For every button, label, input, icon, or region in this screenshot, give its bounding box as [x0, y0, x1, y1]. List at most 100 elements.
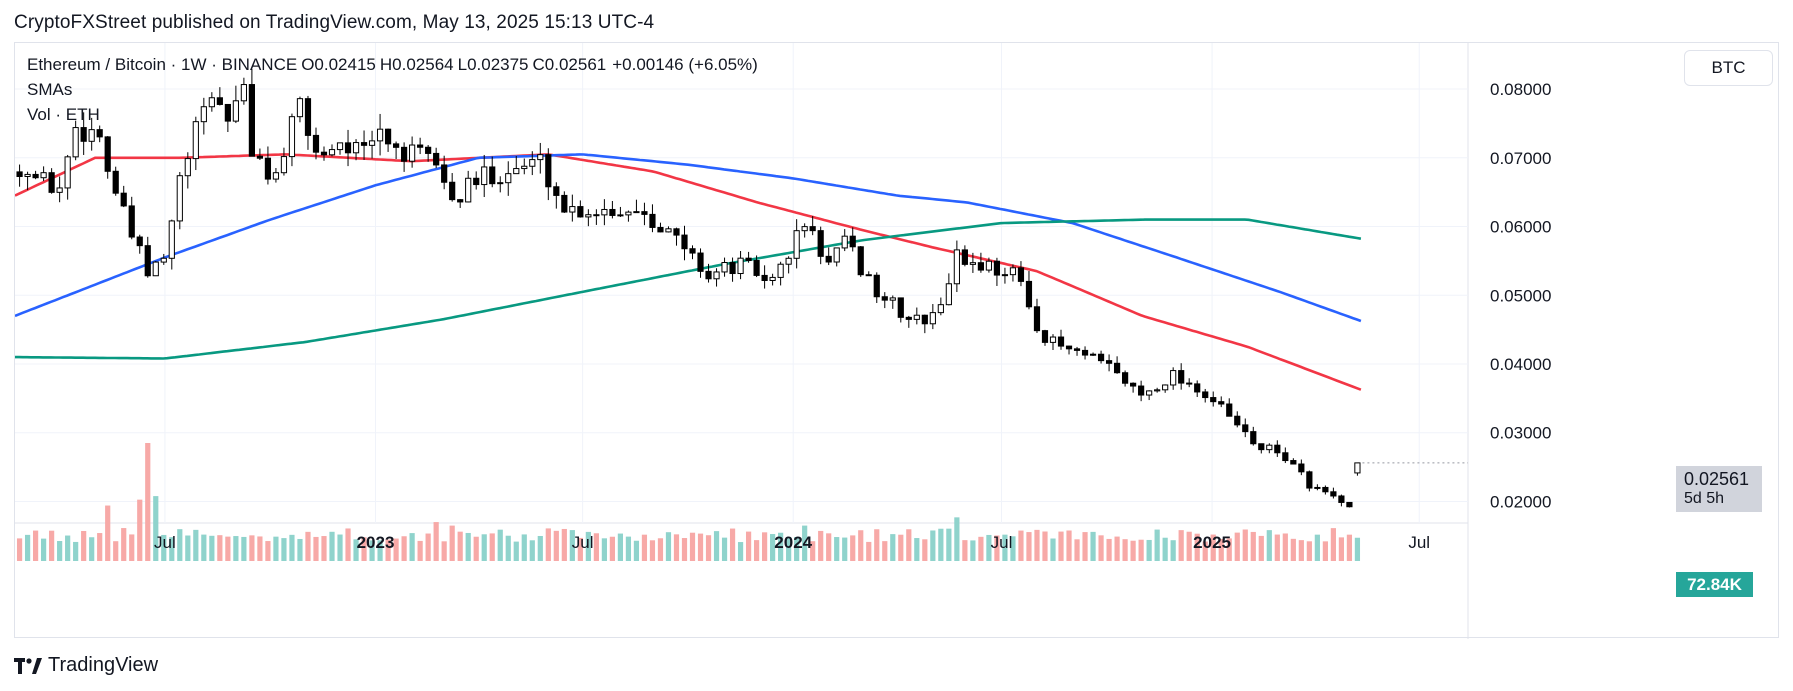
candle-body — [609, 208, 616, 216]
candle-body — [1202, 391, 1209, 399]
candle-body — [344, 142, 352, 154]
volume-bar — [377, 540, 383, 561]
volume-bar — [257, 536, 263, 561]
volume-bar — [986, 534, 992, 561]
legend-sma[interactable]: SMAs — [27, 80, 73, 99]
candle-body — [961, 249, 968, 265]
time-axis[interactable]: Jul 2023 Jul 2024 Jul 2025 Jul — [154, 533, 1430, 552]
volume-bar — [762, 532, 768, 561]
volume-bar — [770, 534, 776, 561]
candle-body — [953, 249, 960, 285]
volume-bar — [337, 534, 343, 561]
candle-body — [417, 144, 424, 148]
volume-bar — [713, 531, 720, 561]
candle-body — [769, 276, 776, 281]
volume-bar — [1082, 532, 1088, 561]
volume-bar — [561, 528, 567, 561]
chart-frame[interactable]: 0.08000 0.07000 0.06000 0.05000 0.04000 0.030… — [14, 42, 1780, 639]
candle-body — [449, 181, 456, 201]
candle-body — [64, 156, 71, 189]
volume-bar — [217, 535, 223, 561]
candle-body — [937, 304, 944, 314]
volume-bar — [1090, 531, 1096, 561]
volume-bar — [537, 535, 543, 561]
volume-bar — [898, 534, 904, 561]
volume-bar — [417, 540, 423, 561]
volume-bar — [1026, 532, 1032, 561]
candle-body — [409, 144, 416, 162]
candle-body — [1033, 306, 1041, 332]
volume-bar — [465, 532, 471, 561]
volume-bar — [521, 534, 527, 561]
volume-bar — [1186, 531, 1192, 561]
candle-body — [1250, 431, 1257, 445]
candle-body — [929, 312, 936, 325]
candle-body — [1194, 383, 1201, 393]
candle-body — [617, 214, 624, 217]
volume-bar — [553, 530, 559, 561]
candle-body — [96, 129, 103, 138]
volume-bar — [753, 540, 760, 561]
volume-bar — [81, 530, 87, 561]
time-tick-label: 2024 — [774, 533, 812, 552]
price-tick-label: 0.05000 — [1490, 286, 1551, 305]
volume-bar — [1010, 536, 1016, 561]
volume-bar — [625, 536, 632, 561]
candle-body — [593, 214, 600, 217]
volume-bar — [1210, 534, 1216, 561]
chart-plot[interactable]: 0.08000 0.07000 0.06000 0.05000 0.04000 0.030… — [15, 43, 1780, 639]
candle-body — [665, 228, 672, 233]
volume-bar — [922, 539, 928, 561]
volume-bar — [305, 531, 311, 561]
price-axis[interactable]: 0.08000 0.07000 0.06000 0.05000 0.04000 0.030… — [1490, 80, 1551, 511]
candle-body — [1041, 330, 1049, 343]
candle-body — [384, 128, 392, 145]
volume-bar — [874, 529, 880, 561]
candle-body — [913, 314, 920, 320]
volume-bar — [697, 533, 704, 561]
volume-bar — [858, 530, 864, 561]
volume-bar — [1034, 529, 1040, 561]
candle-body — [553, 186, 560, 196]
volume-bar — [345, 528, 351, 561]
candle-body — [240, 84, 247, 102]
legend-volume[interactable]: Vol · ETH — [27, 105, 100, 124]
volume-bar — [209, 535, 215, 561]
volume-bar — [1330, 528, 1336, 561]
volume-bar — [289, 534, 295, 561]
volume-bar — [1282, 533, 1288, 561]
tradingview-footer[interactable]: TradingView — [14, 654, 158, 677]
candle-body — [1097, 353, 1105, 362]
candle-body — [1170, 370, 1177, 386]
candle-body — [705, 270, 712, 280]
candle-body — [1001, 274, 1009, 277]
tradingview-brand: TradingView — [48, 654, 159, 676]
volume-bar — [810, 541, 816, 561]
volume-bar — [1066, 530, 1072, 561]
volume-bar — [425, 533, 431, 561]
candle-body — [1057, 336, 1065, 347]
candle-body — [192, 121, 199, 160]
candle-body — [681, 234, 688, 250]
candle-body — [160, 257, 167, 263]
candle-body — [641, 211, 648, 215]
bar-countdown: 5d 5h — [1684, 490, 1725, 507]
candle-body — [328, 149, 336, 156]
candle-body — [128, 205, 135, 238]
candle-body — [761, 274, 768, 281]
volume-bar — [441, 541, 447, 561]
volume-bar — [593, 533, 599, 561]
volume-bar — [842, 537, 848, 561]
volume-bar — [1258, 535, 1264, 561]
time-tick-label: Jul — [991, 533, 1013, 552]
candle-body — [144, 245, 151, 277]
volume-bar — [137, 499, 143, 561]
volume-bar — [994, 535, 1000, 561]
volume-bar — [778, 532, 784, 561]
volume-bar — [906, 529, 912, 561]
candle-body — [745, 257, 752, 262]
currency-button[interactable]: BTC — [1684, 50, 1773, 86]
volume-bar — [65, 535, 71, 561]
candle-body — [737, 257, 744, 275]
candle-body — [352, 142, 360, 154]
